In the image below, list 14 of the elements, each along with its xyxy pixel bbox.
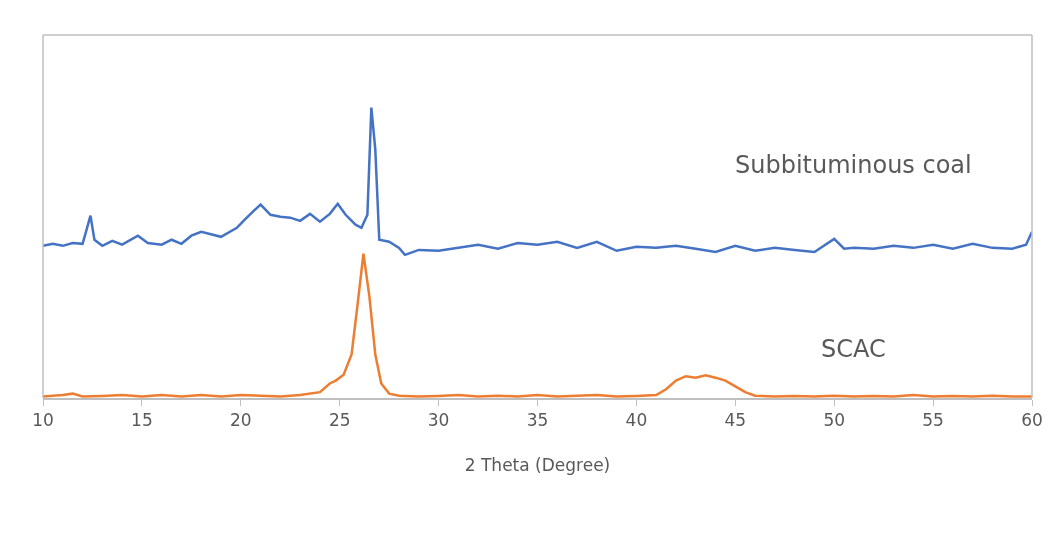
- text: Subbituminous coal: [735, 151, 972, 179]
- x-tick-label: 20: [229, 410, 252, 431]
- x-tick-label: 55: [922, 410, 944, 431]
- x-axis-title: 2 Theta (Degree): [464, 455, 611, 476]
- x-tick-label: 15: [131, 410, 153, 431]
- x-tick-label: 45: [724, 410, 747, 431]
- x-tick-label: 60: [1021, 410, 1043, 431]
- x-tick-label: 35: [526, 410, 549, 431]
- x-tick-label: 50: [823, 410, 846, 431]
- x-tick-label: 10: [32, 410, 54, 431]
- series-label: SCAC: [821, 335, 886, 363]
- x-tick-label: 30: [427, 410, 450, 431]
- x-tick-label: 40: [625, 410, 648, 431]
- x-tick-label: 25: [328, 410, 351, 431]
